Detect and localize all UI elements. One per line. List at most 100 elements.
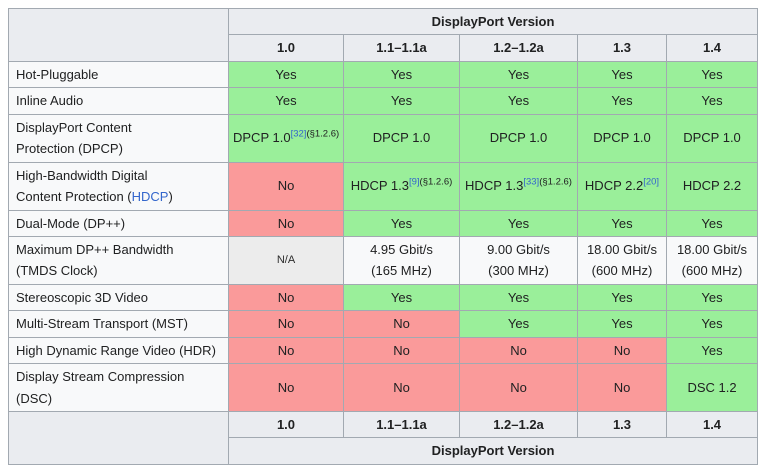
row-label: Inline Audio [8, 87, 229, 115]
cell-text: DisplayPort Content [16, 119, 132, 135]
cell-text: DSC 1.2 [687, 379, 737, 395]
cell-text: Yes [701, 342, 723, 358]
feature-cell-no: No [228, 283, 344, 312]
feature-cell-yes: Yes [577, 60, 667, 89]
row-label: Stereoscopic 3D Video [8, 283, 229, 312]
feature-cell-no: No [228, 363, 344, 412]
cell-text: Yes [701, 66, 723, 82]
feature-cell-yes: Yes [343, 60, 460, 89]
cell-text: Yes [611, 316, 633, 332]
cell-text: Stereoscopic 3D Video [16, 289, 149, 305]
cell-text: No [277, 316, 295, 332]
reference-link[interactable]: [32] [290, 129, 307, 141]
version-header-row: 1.0 1.1–1.1a 1.2–1.2a 1.3 1.4 [9, 34, 759, 62]
feature-cell-yes: DPCP 1.0 [665, 113, 759, 163]
cell-text: Yes [611, 66, 633, 82]
cell-text: High Dynamic Range Video (HDR) [16, 342, 216, 358]
feature-cell-no: No [459, 336, 578, 365]
feature-cell-yes: Yes [665, 209, 759, 237]
cell-text: DPCP 1.0 [372, 130, 431, 146]
version-header-cell: 1.0 [228, 34, 344, 62]
row-label: Multi-Stream Transport (MST) [8, 310, 229, 338]
cell-text: DPCP 1.0 [489, 130, 548, 146]
cell-text: Yes [701, 316, 723, 332]
feature-cell-yes: Yes [459, 87, 578, 115]
section-note: (§1.2.6) [419, 177, 453, 189]
feature-cell-plain: 4.95 Gbit/s (165 MHz) [343, 235, 460, 285]
section-note: (§1.2.6) [539, 177, 572, 189]
cell-text: DPCP 1.0 [233, 130, 291, 146]
feature-cell-no: No [228, 336, 344, 365]
feature-cell-yes: Yes [228, 60, 344, 89]
reference-link[interactable]: [20] [643, 177, 660, 189]
feature-cell-no: No [343, 363, 460, 412]
cell-text: Maximum DP++ Bandwidth [16, 241, 174, 257]
cell-text: (165 MHz) [371, 263, 432, 279]
feature-cell-yes: HDCP 2.2[20] [577, 161, 667, 211]
feature-cell-no: No [459, 363, 578, 412]
cell-text: Yes [701, 289, 723, 305]
feature-row: DisplayPort Content Protection (DPCP) DPCP… [8, 113, 759, 163]
cell-text: (TMDS Clock) [16, 263, 98, 279]
reference-link[interactable]: [9] [408, 177, 420, 189]
version-header-cell: 1.2–1.2a [459, 34, 578, 62]
cell-text: No [277, 342, 295, 358]
cell-text: High-Bandwidth Digital [16, 167, 148, 183]
feature-cell-yes: Yes [577, 87, 667, 115]
cell-text: N/A [276, 254, 296, 267]
cell-text: 18.00 Gbit/s [586, 241, 658, 257]
feature-cell-yes: Yes [459, 310, 578, 338]
version-footer-cell: 1.1–1.1a [343, 410, 460, 439]
row-label: Maximum DP++ Bandwidth (TMDS Clock) [8, 235, 229, 285]
corner-cell-top [8, 8, 229, 62]
version-footer-cell: 1.4 [665, 410, 759, 439]
feature-cell-plain: 18.00 Gbit/s (600 MHz) [665, 235, 759, 285]
cell-text: 9.00 Gbit/s [487, 241, 550, 257]
feature-row: Hot-Pluggable Yes Yes Yes Yes Yes [8, 60, 759, 89]
version-footer-cell: 1.2–1.2a [459, 410, 578, 439]
cell-text: Yes [390, 66, 413, 82]
feature-row: Maximum DP++ Bandwidth (TMDS Clock) N/A 4.9… [8, 235, 759, 285]
row-label: Dual-Mode (DP++) [8, 209, 229, 237]
cell-text: Yes [507, 93, 530, 109]
cell-text: Protection (DPCP) [16, 141, 123, 157]
cell-text: Multi-Stream Transport (MST) [16, 316, 188, 332]
feature-cell-plain: 18.00 Gbit/s (600 MHz) [577, 235, 667, 285]
feature-cell-no: No [577, 336, 667, 365]
cell-text: Display Stream Compression (DSC) [16, 369, 185, 406]
cell-text: 4.95 Gbit/s [370, 241, 433, 257]
feature-cell-yes: Yes [577, 310, 667, 338]
cell-text: No [277, 215, 295, 231]
feature-cell-yes: HDCP 1.3[9](§1.2.6) [343, 161, 460, 211]
feature-cell-no: No [343, 336, 460, 365]
feature-cell-yes: HDCP 1.3[33](§1.2.6) [459, 161, 578, 211]
cell-text: No [393, 342, 410, 358]
feature-cell-no: No [343, 310, 460, 338]
feature-row: Stereoscopic 3D Video No Yes Yes Yes Yes [8, 283, 759, 312]
cell-text: 18.00 Gbit/s [676, 241, 748, 257]
feature-cell-yes: Yes [343, 209, 460, 237]
cell-text: Yes [611, 215, 633, 231]
cell-text: Yes [507, 66, 530, 82]
feature-row: Multi-Stream Transport (MST) No No Yes Yes Ye… [8, 310, 759, 338]
cell-text: Yes [507, 316, 530, 332]
feature-cell-yes: DPCP 1.0 [459, 113, 578, 163]
cell-text: Yes [275, 93, 297, 109]
cell-text: (300 MHz) [488, 263, 549, 279]
feature-cell-yes: Yes [665, 310, 759, 338]
cell-text: Yes [701, 93, 723, 109]
reference-link[interactable]: [33] [523, 177, 540, 189]
cell-text: No [277, 379, 295, 395]
cell-text: Yes [390, 215, 413, 231]
table-footer-title: DisplayPort Version [227, 437, 759, 465]
feature-cell-yes: Yes [665, 60, 759, 89]
hdcp-link[interactable]: HDCP [131, 189, 169, 205]
cell-text: Inline Audio [16, 93, 84, 109]
feature-cell-yes: DPCP 1.0[32](§1.2.6) [228, 113, 344, 163]
cell-text: No [277, 178, 295, 194]
version-header-cell: 1.4 [665, 34, 759, 62]
feature-cell-yes: Yes [577, 283, 667, 312]
cell-text: (600 MHz) [681, 263, 743, 279]
feature-cell-yes: DPCP 1.0 [577, 113, 667, 163]
cell-text: HDCP 1.3 [350, 178, 409, 194]
